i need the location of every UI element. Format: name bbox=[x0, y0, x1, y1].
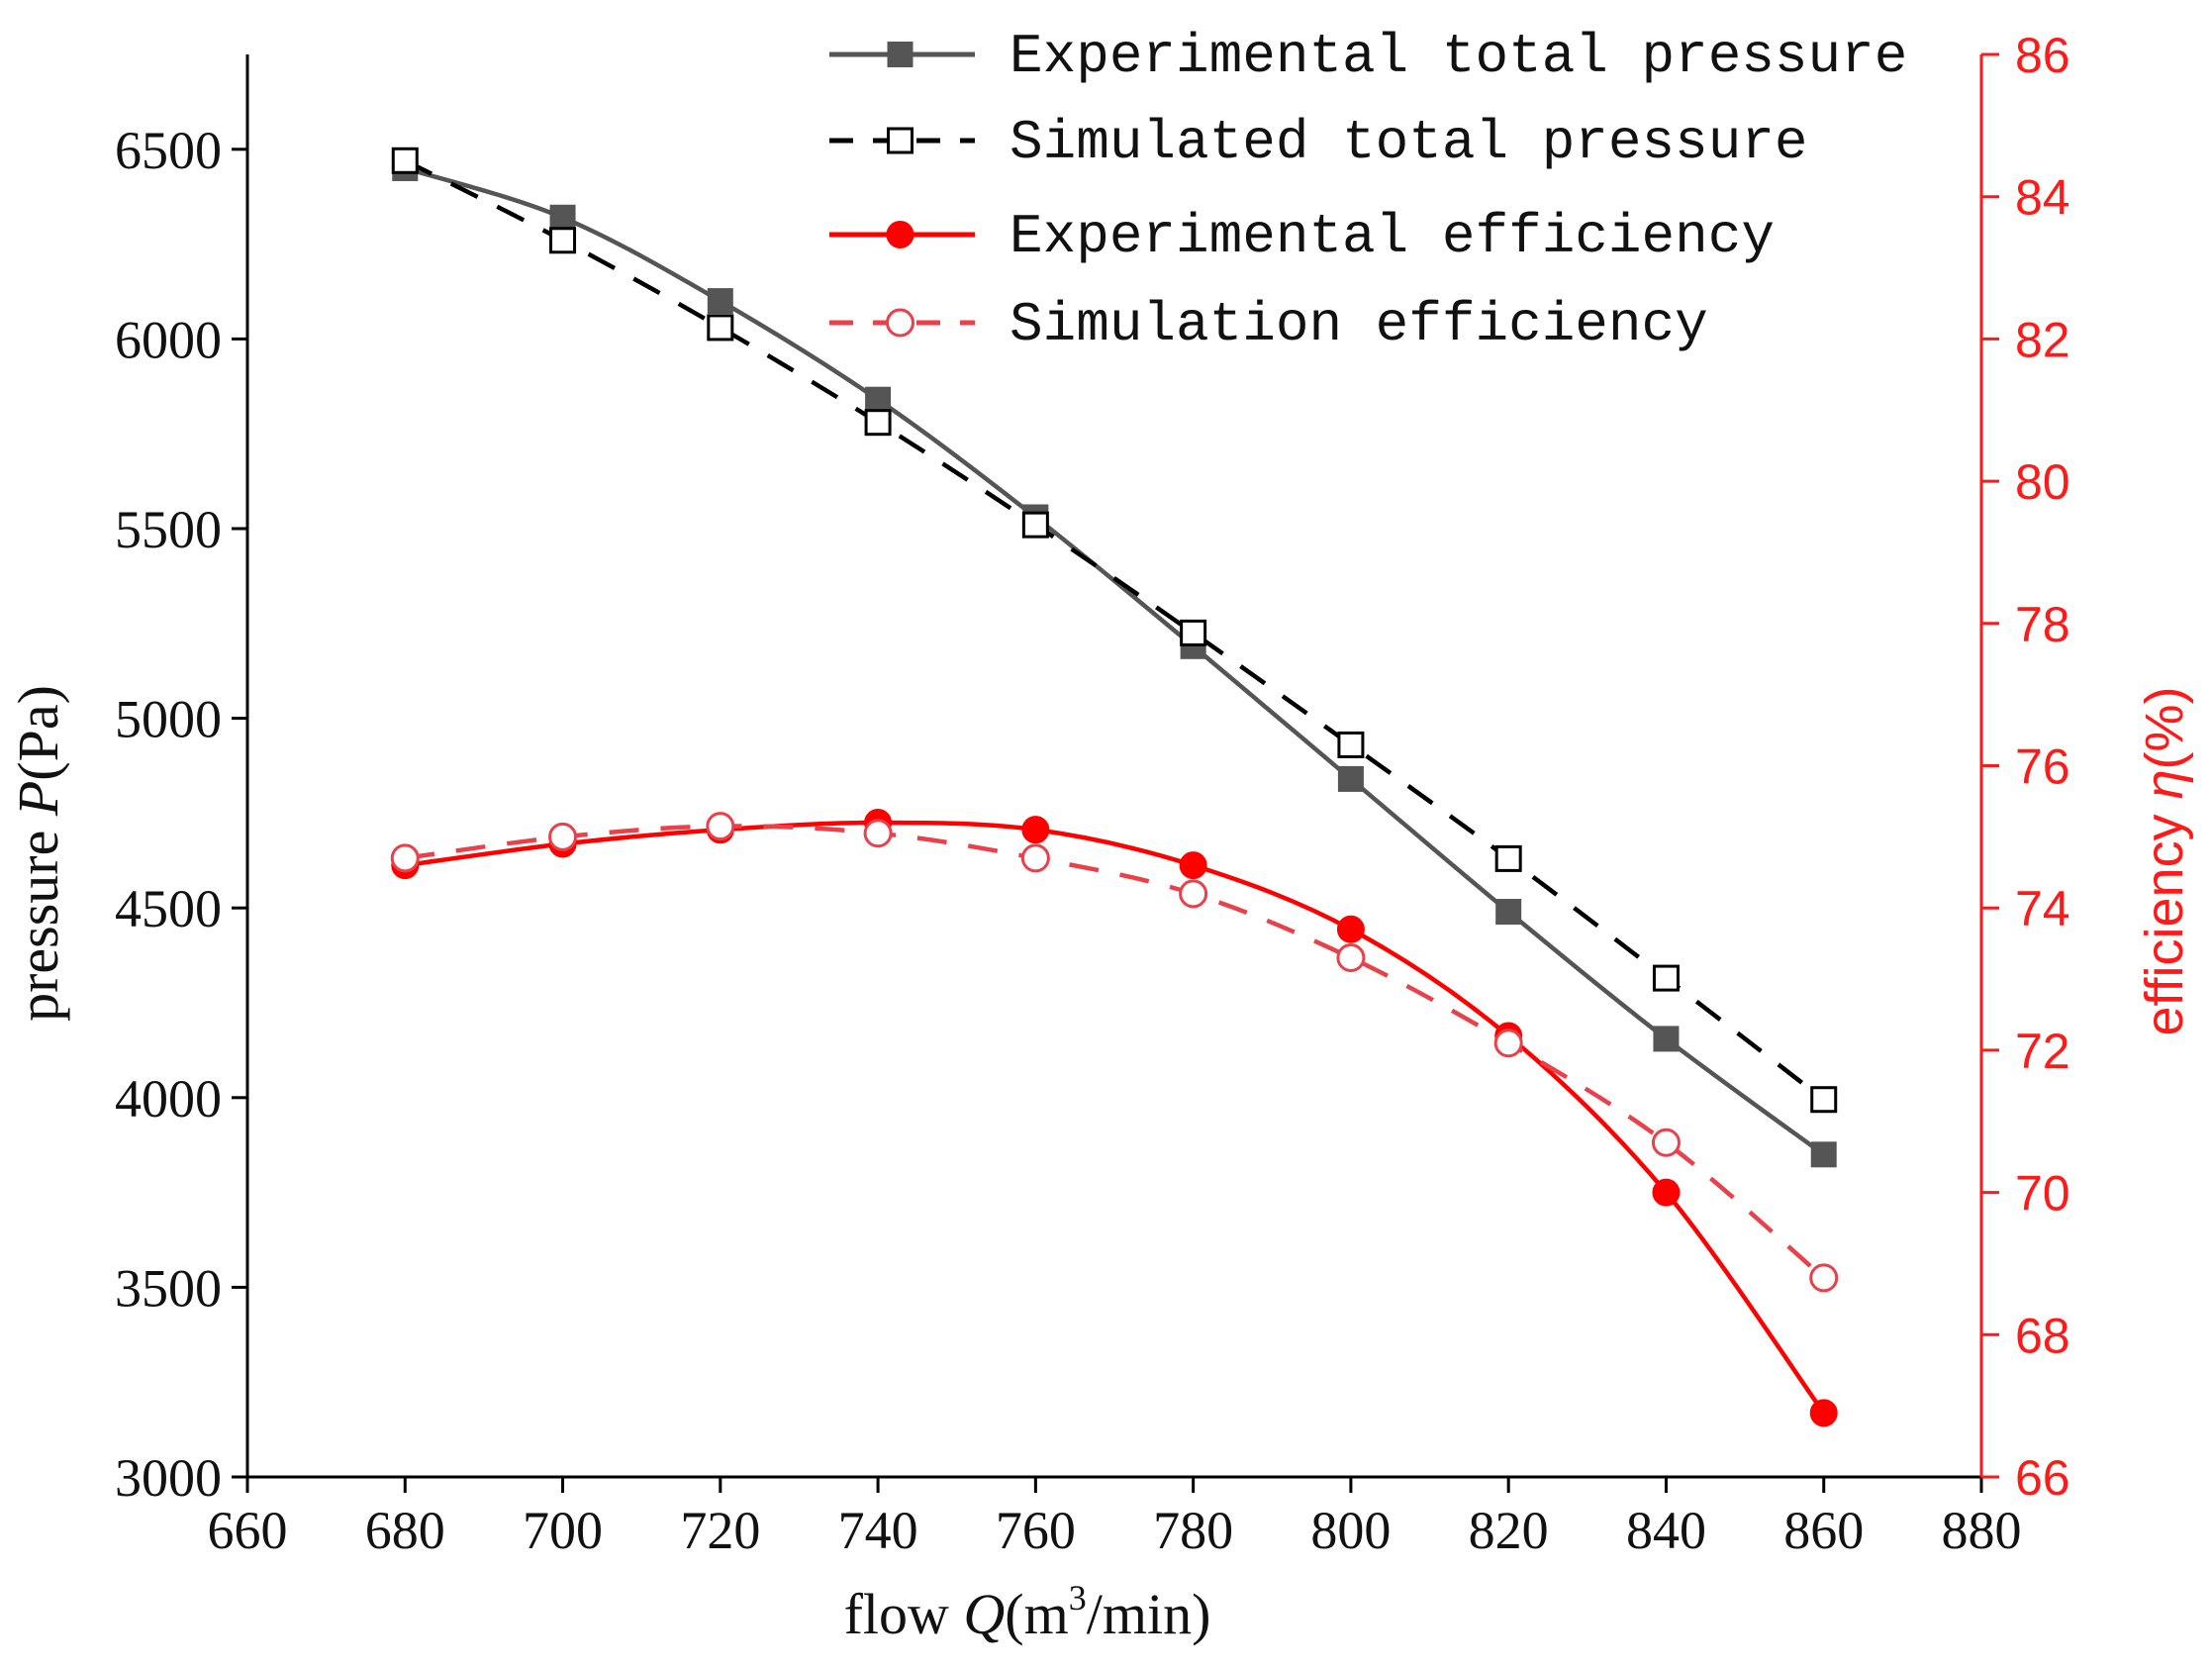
x-axis-title: flow Q(m3/min) bbox=[844, 1578, 1211, 1646]
y-right-tick-label: 84 bbox=[2015, 170, 2070, 226]
data-point-experimental-total-pressure bbox=[1810, 1141, 1837, 1168]
x-tick-label: 840 bbox=[1626, 1501, 1706, 1560]
data-point-simulation-efficiency bbox=[1179, 879, 1208, 909]
data-point-experimental-total-pressure bbox=[1495, 899, 1522, 926]
y-right-tick-label: 78 bbox=[2015, 597, 2070, 652]
x-axis-title-unit-close: /min) bbox=[1087, 1582, 1211, 1646]
y-left-tick-label: 4500 bbox=[115, 879, 222, 938]
y-axis-left-title-var: P bbox=[6, 781, 70, 817]
x-tick-label: 820 bbox=[1469, 1501, 1549, 1560]
series-experimental-efficiency bbox=[391, 808, 1838, 1427]
x-tick-label: 780 bbox=[1153, 1501, 1233, 1560]
legend-marker-simulation-efficiency bbox=[886, 308, 914, 338]
data-point-simulated-total-pressure bbox=[1021, 511, 1049, 539]
legend: Experimental total pressure Simulated tot… bbox=[812, 10, 1950, 356]
y-right-tick-label: 68 bbox=[2015, 1308, 2070, 1363]
y-right-tick-label: 72 bbox=[2015, 1024, 2070, 1079]
y-right-tick-label: 74 bbox=[2015, 881, 2070, 936]
x-tick-label: 720 bbox=[680, 1501, 760, 1560]
y-axis-left-title-prefix: pressure bbox=[6, 816, 70, 1022]
data-point-simulation-efficiency bbox=[863, 819, 893, 848]
y-right-tick-label: 66 bbox=[2015, 1450, 2070, 1506]
x-axis-title-unit-open: (m bbox=[1005, 1582, 1068, 1646]
data-point-experimental-total-pressure bbox=[1653, 1026, 1680, 1052]
data-point-simulation-efficiency bbox=[1493, 1029, 1523, 1058]
y-left-tick-label: 6000 bbox=[115, 310, 222, 369]
y-right-tick-label: 80 bbox=[2015, 454, 2070, 510]
series-simulated-total-pressure bbox=[391, 147, 1838, 1114]
axes: 660 680 700 720 740 760 780 800 820 840 860 880 3000… bbox=[115, 28, 2070, 1560]
y-left-tick-label: 6500 bbox=[115, 121, 222, 180]
y-left-tick-label: 4000 bbox=[115, 1069, 222, 1129]
legend-marker-simulated-total-pressure bbox=[887, 127, 914, 154]
legend-label-experimental-total-pressure: Experimental total pressure bbox=[1010, 25, 1907, 88]
data-point-experimental-efficiency bbox=[1179, 851, 1207, 880]
x-tick-label: 700 bbox=[523, 1501, 603, 1560]
data-point-simulated-total-pressure bbox=[707, 314, 734, 342]
y-axis-right-title-prefix: efficiency bbox=[2135, 799, 2194, 1035]
legend-marker-experimental-total-pressure bbox=[887, 42, 914, 67]
legend-label-simulated-total-pressure: Simulated total pressure bbox=[1010, 111, 1808, 174]
data-point-simulation-efficiency bbox=[1336, 942, 1366, 972]
series-line-simulation-efficiency bbox=[404, 824, 1826, 1280]
x-tick-label: 660 bbox=[208, 1501, 288, 1560]
data-point-experimental-total-pressure bbox=[549, 204, 576, 231]
data-point-simulation-efficiency bbox=[706, 812, 735, 841]
data-point-simulated-total-pressure bbox=[864, 409, 892, 437]
x-axis-title-var: Q bbox=[963, 1582, 1005, 1646]
data-point-simulated-total-pressure bbox=[1180, 619, 1207, 646]
legend-marker-experimental-efficiency bbox=[886, 221, 914, 248]
y-axis-right-title-unit: (%) bbox=[2135, 686, 2194, 769]
y-axis-right-title-var: η bbox=[2135, 769, 2194, 799]
y-axis-right-title: efficiency η(%) bbox=[2135, 686, 2194, 1035]
data-point-simulated-total-pressure bbox=[391, 147, 419, 174]
x-axis-title-sup: 3 bbox=[1069, 1578, 1087, 1618]
data-point-simulation-efficiency bbox=[390, 843, 420, 873]
y-right-tick-label: 70 bbox=[2015, 1166, 2070, 1222]
y-right-tick-label: 82 bbox=[2015, 312, 2070, 367]
data-point-simulated-total-pressure bbox=[1337, 731, 1365, 758]
y-left-tick-label: 3000 bbox=[115, 1448, 222, 1508]
series-line-experimental-efficiency bbox=[404, 820, 1826, 1415]
legend-background bbox=[812, 10, 1950, 351]
x-tick-label: 860 bbox=[1783, 1501, 1864, 1560]
y-left-tick-label: 3500 bbox=[115, 1258, 222, 1318]
y-right-tick-label: 76 bbox=[2015, 739, 2070, 795]
y-right-tick-label: 86 bbox=[2015, 28, 2070, 83]
y-axis-left-title-unit: (Pa) bbox=[6, 685, 70, 781]
data-point-simulation-efficiency bbox=[1020, 843, 1050, 873]
data-point-simulation-efficiency bbox=[548, 822, 578, 851]
x-tick-label: 760 bbox=[996, 1501, 1076, 1560]
data-point-experimental-efficiency bbox=[1021, 816, 1050, 844]
data-point-experimental-total-pressure bbox=[1337, 765, 1364, 792]
y-left-tick-label: 5500 bbox=[115, 500, 222, 559]
data-point-simulated-total-pressure bbox=[1494, 844, 1522, 872]
data-point-simulated-total-pressure bbox=[1652, 964, 1680, 992]
data-point-experimental-total-pressure bbox=[865, 386, 892, 413]
x-tick-label: 680 bbox=[365, 1501, 445, 1560]
data-point-experimental-total-pressure bbox=[707, 288, 733, 315]
x-tick-label: 800 bbox=[1310, 1501, 1391, 1560]
x-axis-title-prefix: flow bbox=[844, 1582, 964, 1646]
data-point-simulation-efficiency bbox=[1651, 1128, 1681, 1157]
x-tick-label: 880 bbox=[1942, 1501, 2022, 1560]
series-simulation-efficiency bbox=[390, 812, 1839, 1293]
data-point-experimental-efficiency bbox=[1809, 1399, 1838, 1427]
y-left-tick-label: 5000 bbox=[115, 690, 222, 749]
series-line-simulated-total-pressure bbox=[404, 158, 1826, 1102]
data-point-simulation-efficiency bbox=[1809, 1263, 1839, 1293]
y-axis-left-title: pressure P(Pa) bbox=[6, 685, 70, 1022]
legend-label-simulation-efficiency: Simulation efficiency bbox=[1010, 293, 1708, 356]
data-point-experimental-efficiency bbox=[1652, 1178, 1681, 1207]
data-point-experimental-efficiency bbox=[1336, 915, 1365, 943]
x-tick-label: 740 bbox=[838, 1501, 918, 1560]
data-point-simulated-total-pressure bbox=[1810, 1086, 1838, 1114]
data-point-simulated-total-pressure bbox=[549, 227, 577, 254]
series-group bbox=[390, 147, 1839, 1427]
series-line-experimental-total-pressure bbox=[404, 165, 1826, 1157]
legend-label-experimental-efficiency: Experimental efficiency bbox=[1010, 205, 1775, 268]
